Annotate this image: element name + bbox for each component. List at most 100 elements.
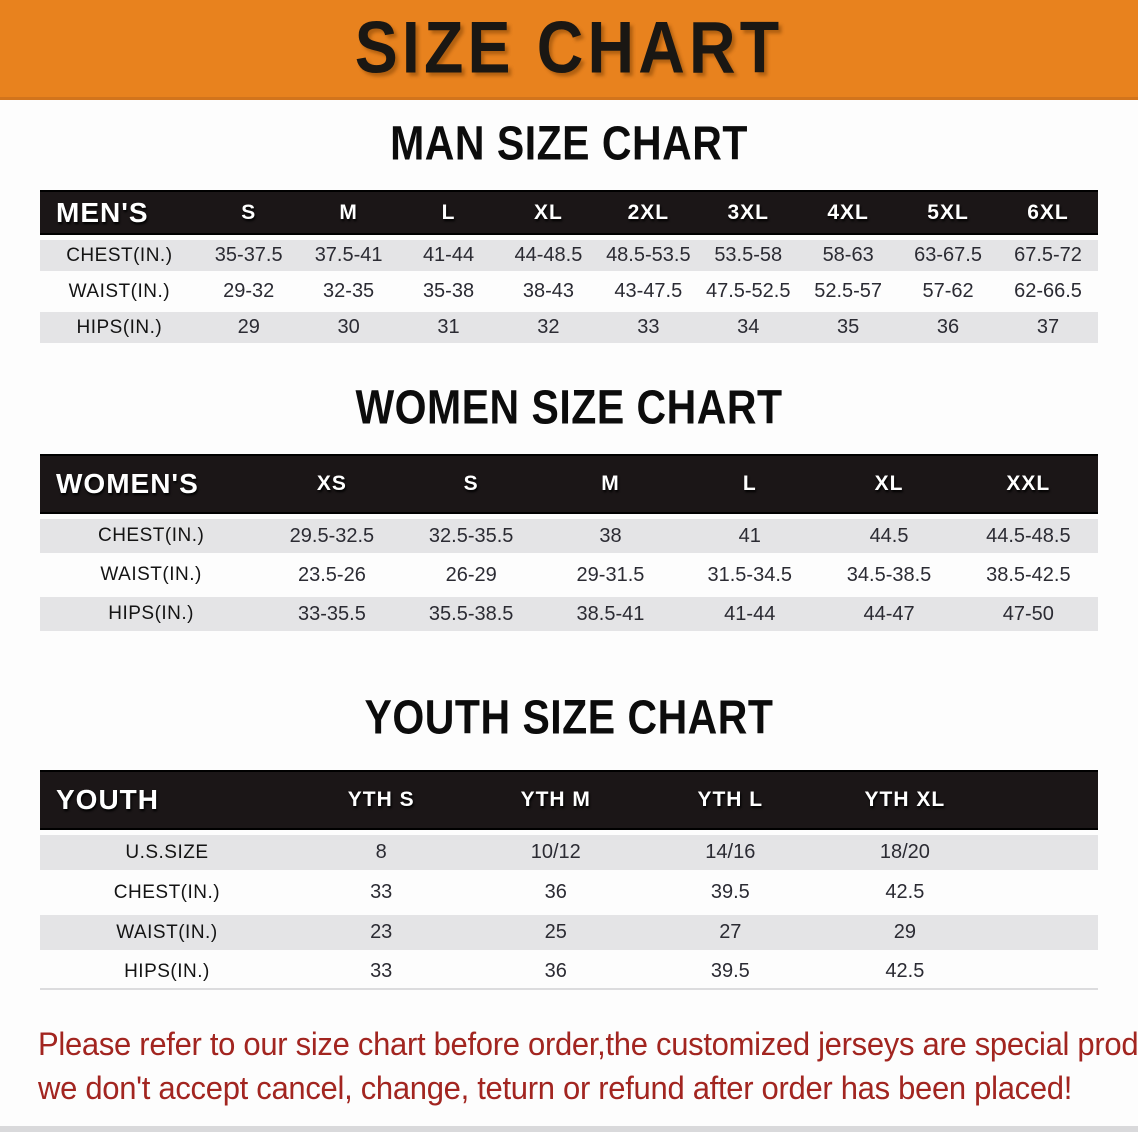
size-value-cell: 34: [698, 312, 799, 343]
size-value-cell: 37: [998, 312, 1098, 343]
size-table-header-row: YOUTH YTH S YTH M YTH L YTH XL: [40, 770, 1098, 830]
size-value-cell: 36: [898, 312, 998, 343]
size-value-cell: 44.5-48.5: [958, 519, 1098, 553]
size-value-cell: 48.5-53.5: [598, 240, 699, 271]
size-value-cell: 44-47: [819, 597, 959, 631]
size-group-label: YOUTH: [40, 770, 294, 830]
measurement-row: CHEST(IN.) 29.5-32.5 32.5-35.5 38 41 44.5 44.5…: [40, 519, 1098, 553]
men-section-heading: MAN SIZE CHART: [390, 115, 748, 171]
size-value-cell: 32.5-35.5: [401, 519, 541, 553]
measurement-row: HIPS(IN.) 33 36 39.5 42.5: [40, 955, 1098, 990]
section-women: WOMEN SIZE CHART WOMEN'S XS S M L XL XXL CHEST(…: [0, 379, 1138, 636]
size-group-label: MEN'S: [40, 190, 199, 235]
size-column-header: 6XL: [998, 190, 1098, 235]
size-column-header: YTH S: [293, 770, 469, 830]
size-value-cell: 32-35: [323, 280, 375, 302]
size-value-cell: 31.5-34.5: [707, 563, 792, 586]
size-column-header: XL: [819, 454, 959, 514]
size-value-cell: 29-31.5: [576, 563, 645, 586]
size-value-cell: 26-29: [445, 563, 497, 586]
size-value-cell: 35.5-38.5: [401, 597, 541, 631]
size-value-cell: 33-35.5: [262, 597, 402, 631]
header-spacer: [992, 770, 1098, 830]
measurement-row: CHEST(IN.) 35-37.5 37.5-41 41-44 44-48.5 48.5…: [40, 240, 1098, 271]
size-value-cell: 41-44: [398, 240, 499, 271]
size-value-cell: 53.5-58: [698, 240, 799, 271]
youth-size-table: YOUTH YTH S YTH M YTH L YTH XL U.S.SIZE 8 10/12…: [40, 765, 1098, 995]
size-column-header: XXL: [958, 454, 1098, 514]
size-value-cell: 42.5: [817, 955, 993, 990]
measurement-label: CHEST(IN.): [113, 881, 221, 903]
size-value-cell: 23.5-26: [297, 563, 366, 586]
size-value-cell: 47-50: [958, 597, 1098, 631]
measurement-label: CHEST(IN.): [40, 519, 263, 553]
size-table-header-row: MEN'S S M L XL 2XL 3XL 4XL 5XL 6XL: [40, 190, 1098, 235]
measurement-row: WAIST(IN.) 23.5-26 26-29 29-31.5 31.5-34.5 34…: [40, 558, 1098, 592]
size-value-cell: 29: [817, 915, 993, 950]
size-value-cell: 29-32: [223, 280, 275, 302]
size-group-label: WOMEN'S: [40, 454, 263, 514]
size-value-cell: 63-67.5: [898, 240, 998, 271]
measurement-row: WAIST(IN.) 23 25 27 29: [40, 915, 1098, 950]
page-title: SIZE CHART: [354, 7, 784, 90]
size-value-cell: 67.5-72: [998, 240, 1098, 271]
measurement-label: HIPS(IN.): [40, 312, 199, 343]
banner: SIZE CHART: [0, 0, 1138, 100]
size-value-cell: 30: [298, 312, 399, 343]
section-men: MAN SIZE CHART MEN'S S M L XL 2XL 3XL 4XL 5XL 6XL…: [0, 115, 1138, 348]
size-value-cell: 58-63: [798, 240, 899, 271]
measurement-label: HIPS(IN.): [40, 955, 294, 990]
row-spacer-cell: [992, 955, 1098, 990]
size-column-header: 5XL: [898, 190, 998, 235]
youth-section-heading: YOUTH SIZE CHART: [364, 689, 774, 745]
men-size-table: MEN'S S M L XL 2XL 3XL 4XL 5XL 6XL CHEST(IN.) 35-37…: [40, 185, 1098, 348]
size-column-header: YTH XL: [817, 770, 993, 830]
size-value-cell: 38-43: [522, 280, 574, 302]
size-value-cell: 47.5-52.5: [705, 280, 791, 302]
size-value-cell: 33: [370, 881, 393, 903]
size-value-cell: 33: [598, 312, 699, 343]
size-value-cell: 29.5-32.5: [262, 519, 402, 553]
measurement-row: CHEST(IN.) 33 36 39.5 42.5: [40, 875, 1098, 910]
size-value-cell: 8: [293, 835, 469, 870]
size-value-cell: 38: [540, 519, 681, 553]
size-column-header: XS: [262, 454, 402, 514]
size-value-cell: 43-47.5: [614, 280, 683, 302]
size-value-cell: 14/16: [643, 835, 818, 870]
measurement-label: U.S.SIZE: [40, 835, 294, 870]
row-spacer-cell: [992, 875, 1098, 910]
women-size-table: WOMEN'S XS S M L XL XXL CHEST(IN.) 29.5-32.5 32.5…: [40, 449, 1098, 636]
size-column-header: M: [298, 190, 399, 235]
size-value-cell: 36: [468, 955, 644, 990]
youth-table-wrap: YOUTH YTH S YTH M YTH L YTH XL U.S.SIZE 8 10/12…: [0, 765, 1138, 995]
footer-note-line-2: we don't accept cancel, change, teturn o…: [38, 1069, 1073, 1107]
size-value-cell: 35: [798, 312, 899, 343]
size-column-header: S: [198, 190, 299, 235]
size-value-cell: 35-37.5: [198, 240, 299, 271]
footer-note-line-1: Please refer to our size chart before or…: [38, 1025, 1138, 1063]
size-column-header: M: [540, 454, 681, 514]
women-section-heading: WOMEN SIZE CHART: [355, 379, 783, 435]
section-youth: YOUTH SIZE CHART YOUTH YTH S YTH M YTH L YTH…: [0, 689, 1138, 995]
measurement-row: HIPS(IN.) 33-35.5 35.5-38.5 38.5-41 41-44 44-…: [40, 597, 1098, 631]
size-value-cell: 41-44: [680, 597, 820, 631]
size-value-cell: 38.5-42.5: [986, 563, 1071, 586]
measurement-row: U.S.SIZE 8 10/12 14/16 18/20: [40, 835, 1098, 870]
size-value-cell: 33: [293, 955, 469, 990]
measurement-label: HIPS(IN.): [40, 597, 263, 631]
women-table-wrap: WOMEN'S XS S M L XL XXL CHEST(IN.) 29.5-32.5 32.5…: [0, 449, 1138, 636]
size-column-header: 4XL: [798, 190, 899, 235]
size-value-cell: 36: [544, 881, 567, 903]
size-value-cell: 57-62: [922, 280, 974, 302]
size-value-cell: 52.5-57: [814, 280, 883, 302]
size-value-cell: 42.5: [885, 881, 925, 903]
size-column-header: XL: [498, 190, 599, 235]
row-spacer-cell: [992, 915, 1098, 950]
measurement-row: WAIST(IN.) 29-32 32-35 35-38 38-43 43-47.5 47.…: [40, 276, 1098, 307]
size-value-cell: 23: [293, 915, 469, 950]
size-column-header: 3XL: [698, 190, 799, 235]
bottom-strip: [0, 1126, 1138, 1132]
size-value-cell: 31: [398, 312, 499, 343]
size-value-cell: 44.5: [819, 519, 959, 553]
